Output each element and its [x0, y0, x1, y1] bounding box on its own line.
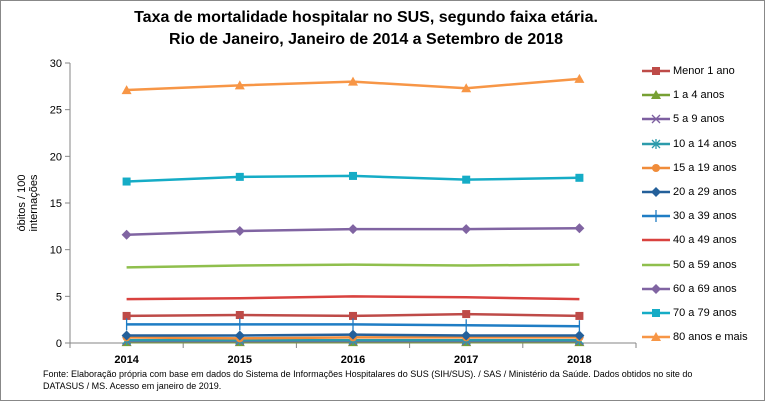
x-tick-label: 2015	[228, 354, 252, 366]
y-tick-label: 15	[50, 198, 62, 210]
data-point	[461, 224, 472, 235]
legend-item: Menor 1 ano	[641, 59, 748, 83]
series-line	[126, 263, 580, 269]
series-70-a-79-anos	[122, 171, 584, 186]
legend-label: 50 a 59 anos	[673, 258, 737, 271]
legend-swatch	[642, 332, 670, 342]
data-point	[348, 329, 358, 340]
legend-label: 80 anos e mais	[673, 331, 748, 344]
data-point	[122, 177, 131, 186]
x-tick-label: 2016	[341, 354, 365, 366]
data-point	[234, 330, 245, 341]
legend-label: 15 a 19 anos	[673, 161, 737, 174]
data-point	[574, 73, 585, 83]
y-tick-label: 5	[56, 291, 62, 303]
data-point	[349, 171, 357, 180]
x-tick-label: 2017	[454, 354, 478, 366]
data-point	[461, 83, 472, 93]
series-30-a-39-anos	[125, 318, 581, 333]
legend-label: 5 a 9 anos	[673, 113, 725, 126]
legend-item: 50 a 59 anos	[641, 253, 748, 277]
data-point	[575, 173, 584, 182]
y-tick-label: 25	[50, 105, 62, 117]
legend-swatch	[642, 283, 670, 294]
x-tick-label: 2014	[114, 354, 139, 366]
data-point	[122, 311, 131, 320]
y-tick-label: 10	[50, 245, 62, 257]
legend-item: 30 a 39 anos	[641, 204, 748, 228]
data-point	[234, 226, 245, 236]
series-50-a-59-anos	[126, 263, 580, 269]
data-point	[235, 311, 244, 319]
legend-label: 1 a 4 anos	[673, 89, 725, 102]
data-point	[651, 90, 661, 100]
legend-item: 80 anos e mais	[641, 325, 748, 349]
legend-item: 15 a 19 anos	[641, 156, 748, 180]
chart-title: Taxa de mortalidade hospitalar no SUS, s…	[1, 7, 731, 51]
legend-swatch	[642, 115, 670, 124]
data-point	[651, 332, 661, 342]
data-point	[349, 311, 357, 320]
legend-swatch	[642, 308, 670, 317]
data-point	[462, 175, 471, 184]
data-point	[652, 308, 660, 317]
series-40-a-49-anos	[126, 295, 580, 301]
legend-swatch	[642, 210, 670, 223]
legend-item: 70 a 79 anos	[641, 301, 748, 325]
data-point	[121, 85, 132, 95]
legend-item: 60 a 69 anos	[641, 277, 748, 301]
series-line	[126, 295, 580, 301]
series-20-a-29-anos	[121, 329, 585, 341]
y-tick-label: 30	[50, 58, 62, 70]
legend-label: 40 a 49 anos	[673, 234, 737, 247]
legend-label: 60 a 69 anos	[673, 282, 737, 295]
legend-item: 10 a 14 anos	[641, 132, 748, 156]
legend-swatch	[642, 239, 670, 242]
data-point	[461, 330, 472, 341]
series-menor-1-ano	[122, 310, 584, 320]
data-point	[121, 229, 132, 240]
title-line-1: Taxa de mortalidade hospitalar no SUS, s…	[134, 9, 598, 26]
data-point	[574, 223, 585, 234]
legend-item: 20 a 29 anos	[641, 180, 748, 204]
data-point	[651, 115, 661, 124]
data-point	[651, 187, 661, 198]
legend-swatch	[642, 67, 670, 76]
data-point	[652, 67, 660, 76]
legend-label: 10 a 14 anos	[673, 137, 737, 150]
y-tick-label: 0	[56, 338, 62, 350]
data-point	[652, 163, 660, 172]
legend-label: Menor 1 ano	[673, 65, 735, 78]
legend-label: 70 a 79 anos	[673, 306, 737, 319]
legend-swatch	[642, 163, 670, 172]
legend-swatch	[642, 187, 670, 198]
title-line-2: Rio de Janeiro, Janeiro de 2014 a Setemb…	[169, 31, 563, 48]
series-80-anos-e-mais	[121, 73, 585, 95]
data-point	[462, 310, 471, 319]
legend-label: 20 a 29 anos	[673, 186, 737, 199]
data-point	[575, 311, 584, 320]
y-tick-label: 20	[50, 151, 62, 163]
data-point	[121, 330, 132, 341]
source-footer: Fonte: Elaboração própria com base em da…	[43, 369, 693, 391]
series-60-a-69-anos	[121, 223, 585, 240]
x-tick-label: 2018	[567, 354, 591, 366]
legend-label: 30 a 39 anos	[673, 210, 737, 223]
data-point	[235, 172, 244, 181]
legend-item: 1 a 4 anos	[641, 83, 748, 107]
data-point	[574, 330, 585, 341]
legend: Menor 1 ano 1 a 4 anos 5 a 9 anos 10 a 14 a…	[641, 59, 748, 349]
legend-item: 5 a 9 anos	[641, 107, 748, 131]
legend-swatch	[642, 138, 670, 149]
data-point	[348, 224, 358, 235]
data-point	[651, 138, 661, 149]
data-point	[234, 80, 245, 90]
data-point	[651, 283, 661, 294]
data-point	[348, 76, 358, 86]
legend-swatch	[642, 90, 670, 100]
legend-swatch	[642, 263, 670, 266]
legend-item: 40 a 49 anos	[641, 228, 748, 252]
